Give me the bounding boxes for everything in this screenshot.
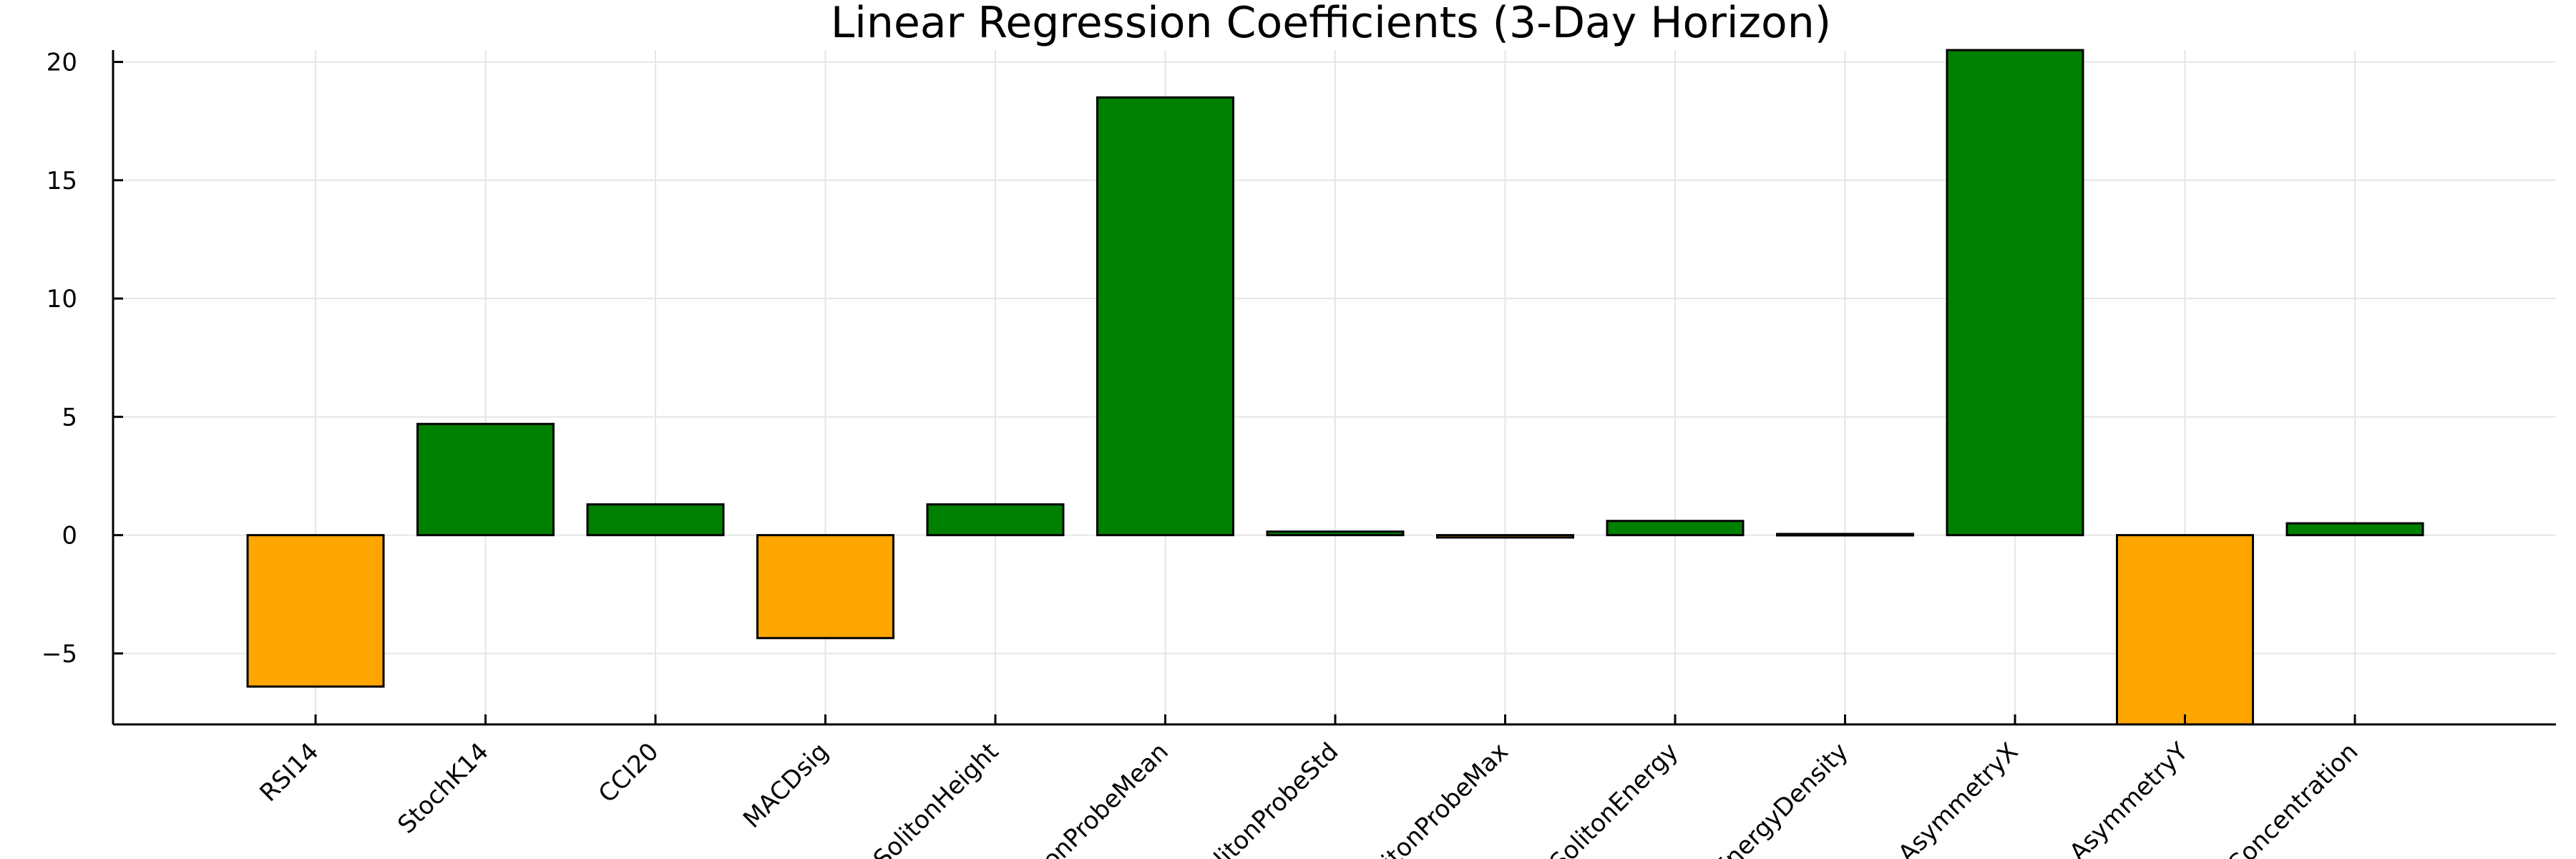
x-tick-label: MACDsig — [738, 737, 834, 834]
x-tick-label: AsymmetryX — [1893, 737, 2024, 859]
x-tick-label: AsymmetryY — [2064, 737, 2195, 859]
bar-concentration — [2285, 522, 2424, 537]
x-tick-label: SolitonProbeStd — [1187, 737, 1344, 859]
bar-rsi14 — [246, 534, 385, 688]
x-tick-label: SolitonEnergy — [1544, 737, 1684, 859]
x-tick-label: Concentration — [2222, 737, 2363, 859]
x-tick-label: EnergyDensity — [1708, 737, 1854, 859]
bar-solitonprobemax — [1436, 534, 1574, 539]
y-tick-label: 10 — [47, 285, 77, 314]
x-tick-label: CCI20 — [593, 737, 665, 809]
y-tick-labels: −5 0 5 10 15 20 — [42, 49, 77, 669]
x-tick-label: SolitonProbeMax — [1350, 737, 1514, 859]
y-tick-label: 20 — [47, 49, 77, 77]
axes — [112, 50, 2556, 726]
bar-solitonheight — [926, 503, 1065, 537]
bar-energydensity — [1776, 533, 1914, 537]
y-tick-label: −5 — [42, 640, 77, 669]
bar-asymmetryx — [1946, 49, 2084, 537]
bar-cci20 — [586, 503, 725, 537]
chart-title: Linear Regression Coefficients (3-Day Ho… — [831, 0, 1831, 48]
bar-macdsig — [756, 534, 894, 639]
bar-solitonprobemean — [1096, 96, 1234, 537]
x-tick-label: SolitonProbeMean — [999, 737, 1174, 859]
bars — [246, 49, 2424, 726]
x-tick-labels: RSI14 StochK14 CCI20 MACDsig SolitonHeightSo… — [254, 737, 2363, 859]
bar-stochk14 — [416, 422, 555, 537]
x-tick-label: RSI14 — [254, 737, 324, 807]
y-tick-label: 5 — [62, 403, 77, 432]
x-tick-label: StochK14 — [392, 737, 494, 840]
bar-solitonprobestd — [1266, 530, 1405, 537]
y-tick-label: 0 — [62, 522, 77, 550]
bar-asymmetryy — [2116, 534, 2254, 726]
x-tick-label: SolitonHeight — [868, 737, 1004, 859]
y-tick-label: 15 — [47, 167, 77, 195]
bar-solitonenergy — [1606, 520, 1745, 537]
